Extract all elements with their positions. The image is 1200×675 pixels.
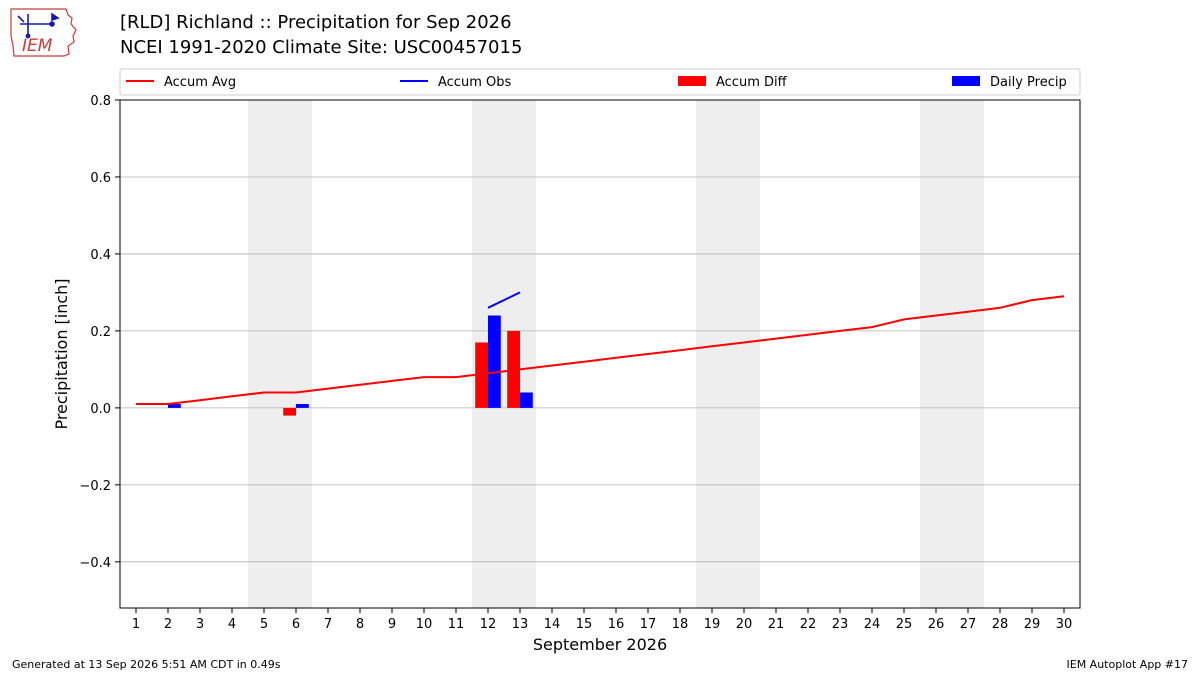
x-axis-label: September 2026 <box>533 635 667 654</box>
y-tick-label: 0.0 <box>90 402 111 417</box>
x-tick-label: 22 <box>800 617 817 632</box>
x-tick-label: 20 <box>736 617 753 632</box>
y-tick-label: 0.4 <box>90 248 111 263</box>
legend: Accum Avg Accum Obs Accum Diff Daily Precip <box>119 68 1081 96</box>
weekend-shading <box>248 100 984 608</box>
x-tick-label: 17 <box>640 617 657 632</box>
accum-diff-bar <box>283 407 296 416</box>
weekend-band <box>920 100 984 608</box>
y-axis-label: Precipitation [inch] <box>52 278 71 429</box>
weather-station-icon <box>17 12 60 39</box>
x-tick-label: 8 <box>356 617 364 632</box>
x-tick-label: 23 <box>832 617 849 632</box>
legend-label-accum-avg: Accum Avg <box>164 75 236 90</box>
daily-precip-bar <box>168 404 181 408</box>
daily-precip-bar <box>296 404 309 408</box>
generated-timestamp: Generated at 13 Sep 2026 5:51 AM CDT in … <box>12 658 281 671</box>
weekend-band <box>248 100 312 608</box>
legend-label-accum-diff: Accum Diff <box>716 75 788 90</box>
x-tick-label: 13 <box>512 617 529 632</box>
x-tick-label: 26 <box>928 617 945 632</box>
legend-swatch-daily-precip <box>952 76 980 86</box>
plot-frame <box>119 99 1081 609</box>
x-tick-label: 16 <box>608 617 625 632</box>
y-tick-label: −0.2 <box>79 479 111 494</box>
weekend-band <box>696 100 760 608</box>
y-tick-label: 0.2 <box>90 325 111 340</box>
y-tick-label: 0.8 <box>90 94 111 109</box>
x-tick-label: 24 <box>864 617 881 632</box>
legend-label-daily-precip: Daily Precip <box>990 75 1067 90</box>
accum-diff-bar <box>475 342 488 408</box>
x-tick-label: 3 <box>196 617 204 632</box>
chart-subtitle: NCEI 1991-2020 Climate Site: USC00457015 <box>120 37 523 58</box>
legend-label-accum-obs: Accum Obs <box>438 75 511 90</box>
x-axis-ticks: 1 2 3 4 5 6 7 8 9 10 11 12 13 14 15 16 17 18 19 20 21 22 23 24 2… <box>132 608 1072 632</box>
x-tick-label: 27 <box>960 617 977 632</box>
x-tick-label: 29 <box>1024 617 1041 632</box>
app-credit: IEM Autoplot App #17 <box>1066 658 1189 671</box>
x-tick-label: 14 <box>544 617 561 632</box>
daily-precip-bar <box>520 392 533 408</box>
daily-precip-bar <box>488 315 501 408</box>
x-tick-label: 28 <box>992 617 1009 632</box>
x-tick-label: 15 <box>576 617 593 632</box>
chart-title: [RLD] Richland :: Precipitation for Sep … <box>120 12 512 33</box>
x-tick-label: 10 <box>416 617 433 632</box>
x-tick-label: 18 <box>672 617 689 632</box>
x-tick-label: 1 <box>132 617 140 632</box>
lines <box>136 291 1065 405</box>
logo-text: IEM <box>22 36 53 56</box>
legend-swatch-accum-diff <box>678 76 706 86</box>
y-axis-ticks: −0.4 −0.2 0.0 0.2 0.4 0.6 0.8 <box>79 94 120 571</box>
x-tick-label: 6 <box>292 617 300 632</box>
x-tick-label: 4 <box>228 617 236 632</box>
x-tick-label: 21 <box>768 617 785 632</box>
accum-obs-line <box>487 291 521 309</box>
legend-frame <box>119 68 1081 96</box>
x-tick-label: 25 <box>896 617 913 632</box>
x-tick-label: 19 <box>704 617 721 632</box>
x-tick-label: 11 <box>448 617 465 632</box>
y-tick-label: −0.4 <box>79 556 111 571</box>
x-tick-label: 9 <box>388 617 396 632</box>
x-tick-label: 2 <box>164 617 172 632</box>
x-tick-label: 7 <box>324 617 332 632</box>
y-tick-label: 0.6 <box>90 171 111 186</box>
x-tick-label: 5 <box>260 617 268 632</box>
x-tick-label: 30 <box>1056 617 1073 632</box>
x-tick-label: 12 <box>480 617 497 632</box>
accum-avg-line <box>136 295 1065 405</box>
iem-logo: IEM <box>10 8 77 57</box>
